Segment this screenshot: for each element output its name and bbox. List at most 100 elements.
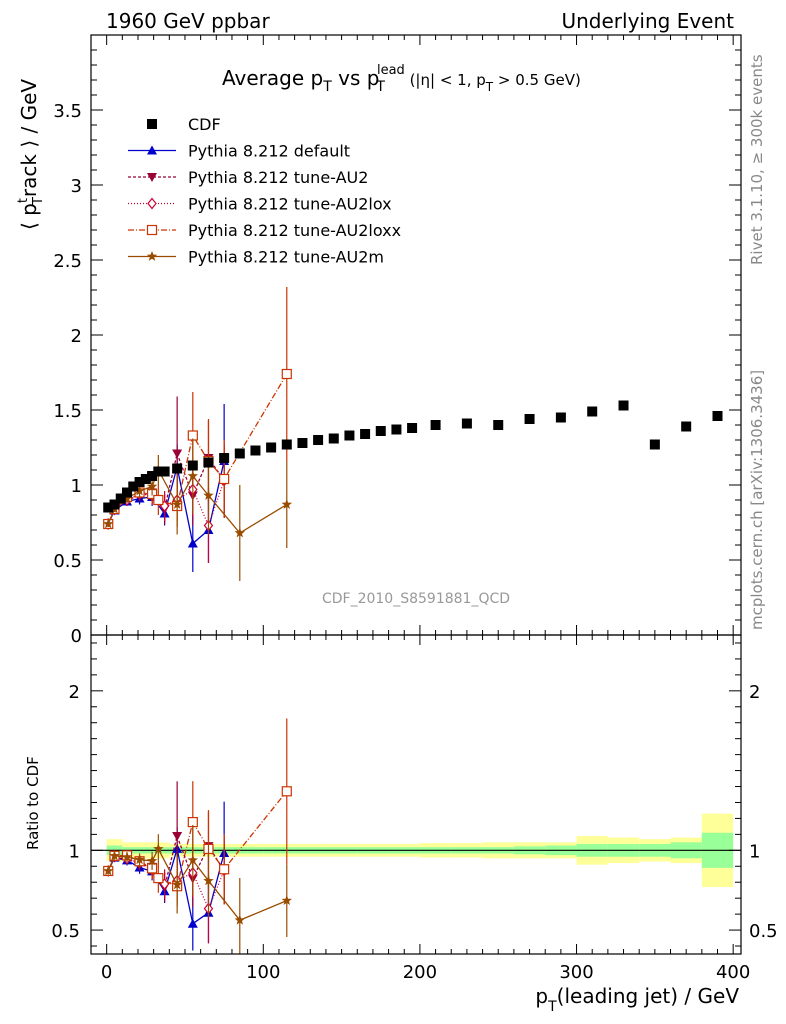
- analysis-watermark: CDF_2010_S8591881_QCD: [322, 591, 510, 607]
- series-ratio-point: [103, 865, 114, 876]
- legend-marker: [146, 251, 158, 261]
- series-point: [172, 449, 183, 459]
- legend-label: Pythia 8.212 tune-AU2lox: [188, 195, 392, 214]
- cdf-data-point: [430, 420, 441, 430]
- legend-label: Pythia 8.212 tune-AU2: [188, 168, 368, 187]
- series-point: [281, 499, 292, 509]
- cdf-data-point: [524, 414, 535, 424]
- series-ratio-point: [153, 873, 164, 884]
- x-tick-label: 0: [101, 962, 112, 983]
- series-ratio-point: [187, 854, 198, 865]
- cdf-data-point: [153, 466, 164, 477]
- series-point: [234, 527, 245, 538]
- cdf-data-point: [159, 466, 170, 477]
- series-ratio-point: [121, 851, 133, 862]
- legend-label: Pythia 8.212 tune-AU2m: [188, 248, 384, 267]
- x-tick-label: 200: [403, 962, 437, 983]
- series-ratio-point: [153, 843, 164, 854]
- cdf-data-point: [128, 481, 139, 492]
- legend-item: CDF: [147, 115, 221, 134]
- legend-marker: [147, 173, 157, 182]
- header-analysis-label: Underlying Event: [561, 9, 734, 33]
- series-ratio-point: [146, 855, 158, 866]
- legend-marker: [147, 145, 157, 155]
- ratio-tick-label-right: 2: [749, 682, 760, 703]
- y-tick-label: 2: [71, 326, 82, 347]
- cdf-data-point: [134, 477, 145, 487]
- series-ratio-point: [134, 854, 145, 865]
- cdf-data-point: [391, 424, 402, 435]
- cdf-data-point: [461, 418, 472, 429]
- series-ratio-point: [281, 895, 292, 905]
- series-ratio-point: [171, 879, 183, 890]
- series-point: [134, 485, 145, 496]
- ratio-tick-label-right: 1: [749, 841, 760, 862]
- series-3: [103, 447, 229, 944]
- series-ratio-point: [109, 850, 120, 861]
- legend-item: Pythia 8.212 default: [128, 142, 350, 161]
- series-point: [153, 494, 164, 506]
- x-tick-label: 100: [246, 962, 280, 983]
- legend-label: Pythia 8.212 tune-AU2loxx: [188, 221, 401, 240]
- y-tick-label: 0.5: [53, 551, 82, 572]
- cdf-data-point: [555, 412, 566, 423]
- cdf-data-group: [103, 400, 723, 513]
- cdf-data-point: [281, 439, 292, 450]
- series-point: [187, 470, 198, 481]
- legend-marker: [147, 119, 157, 129]
- ratio-tick-label-right: 0.5: [749, 921, 778, 942]
- cdf-data-point: [313, 435, 324, 445]
- cdf-data-point: [115, 493, 126, 504]
- x-tick-label: 400: [716, 962, 750, 983]
- cdf-data-point: [297, 438, 308, 448]
- cdf-data-point: [493, 420, 504, 430]
- axis-tick-labels: 0 100 200 300 400 0 0.5 1 1.5 2 2.5 3 3.5 0.5 0.5 1 1 2 2: [51, 101, 777, 983]
- cdf-data-point: [187, 460, 198, 471]
- cdf-data-point: [681, 421, 692, 432]
- y-tick-label: 2.5: [53, 251, 82, 272]
- cdf-data-point: [109, 499, 120, 510]
- series-ratio-point: [219, 864, 230, 875]
- source-label: mcplots.cern.ch [arXiv:1306.3436]: [748, 370, 766, 630]
- cdf-data-point: [219, 453, 230, 463]
- series-point: [281, 368, 292, 380]
- series-point: [121, 493, 133, 503]
- series-1: [103, 404, 230, 951]
- cdf-data-point: [122, 487, 133, 498]
- series-ratio-point: [187, 918, 198, 928]
- chart-title: Average pT vs pTlead (|η| < 1, pT > 0.5 …: [222, 63, 581, 95]
- series-5: [103, 438, 292, 954]
- cdf-data-point: [266, 442, 277, 453]
- series-point: [187, 538, 198, 548]
- series-ratio-point: [172, 831, 183, 841]
- legend-item: Pythia 8.212 tune-AU2m: [128, 248, 384, 267]
- ratio-y-axis-label: Ratio to CDF: [24, 756, 42, 850]
- legend-item: Pythia 8.212 tune-AU2loxx: [128, 221, 401, 240]
- ratio-panel-frame: [90, 634, 742, 955]
- cdf-data-point: [344, 430, 355, 441]
- cdf-data-point: [712, 411, 723, 421]
- rivet-version-label: Rivet 3.1.10, ≥ 300k events: [748, 54, 766, 265]
- legend: CDF Pythia 8.212 default Pythia 8.212 tune…: [128, 115, 401, 267]
- cdf-data-point: [618, 400, 629, 411]
- y-tick-label: 1.5: [53, 401, 82, 422]
- series-ratio-line: [107, 790, 288, 888]
- legend-item: Pythia 8.212 tune-AU2lox: [128, 195, 392, 214]
- series-4: [103, 287, 292, 907]
- y-tick-label: 0: [71, 626, 82, 647]
- ratio-tick-label: 0.5: [51, 921, 80, 942]
- series-point: [171, 499, 183, 509]
- cdf-data-point: [234, 448, 245, 459]
- ratio-tick-label: 1: [69, 841, 80, 862]
- cdf-data-point: [172, 463, 183, 474]
- legend-marker: [146, 224, 158, 236]
- cdf-data-point: [328, 433, 339, 444]
- legend-marker: [147, 197, 157, 210]
- y-tick-label: 1: [71, 476, 82, 497]
- mc-series-group: [103, 287, 292, 954]
- series-point: [203, 490, 214, 500]
- axis-ticks: [90, 35, 741, 954]
- cdf-data-point: [587, 406, 598, 417]
- header-collision-label: 1960 GeV ppbar: [106, 9, 270, 33]
- x-axis-label: pT(leading jet) / GeV: [535, 984, 739, 1015]
